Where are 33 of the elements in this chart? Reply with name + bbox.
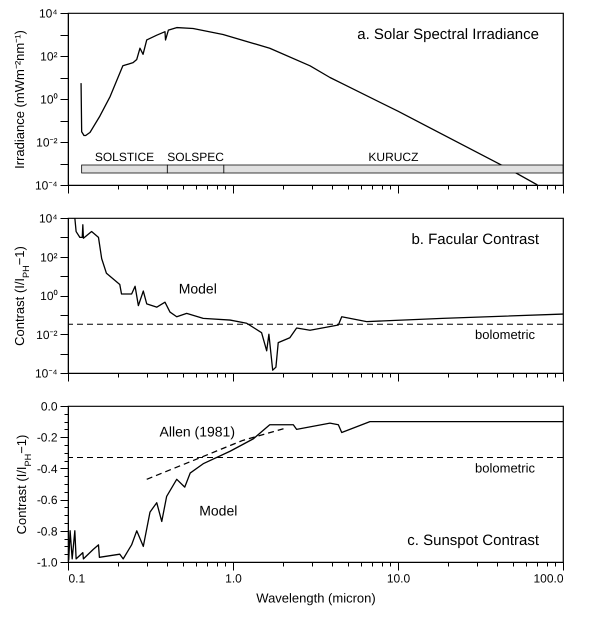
y-tick-label: 10⁻⁴	[34, 366, 58, 380]
x-tick-label: 100.0	[533, 572, 564, 586]
y-tick-label: 10⁴	[38, 6, 58, 20]
ref-line-label: bolometric	[475, 460, 536, 476]
series-label: Allen (1981)	[160, 423, 236, 440]
y-tick-label: -0.4	[36, 462, 58, 476]
y-tick-label: -0.2	[36, 430, 58, 445]
y-tick-label: 10⁰	[40, 289, 58, 303]
y-tick-label: -0.6	[36, 493, 58, 508]
y-tick-label: 10⁻²	[36, 136, 58, 150]
series-label: Model	[178, 280, 217, 296]
y-tick-label: 10⁰	[40, 92, 58, 106]
y-tick-label: 10²	[40, 250, 58, 264]
x-tick-label: 10.0	[386, 572, 410, 586]
y-tick-label: -1.0	[36, 556, 58, 570]
ref-line-label: bolometric	[475, 327, 536, 342]
band-label: KURUCZ	[368, 150, 418, 164]
y-tick-label: 10⁴	[38, 212, 58, 226]
text: a. Solar Spectral Irradiance	[357, 26, 539, 43]
y-tick-label: 10⁻²	[36, 328, 58, 342]
x-tick-label: 1.0	[225, 572, 242, 586]
series-label: Model	[199, 502, 238, 519]
text: b. Facular Contrast	[411, 231, 540, 248]
text: c. Sunspot Contrast	[407, 532, 540, 549]
y-tick-label: -0.8	[36, 524, 58, 538]
x-tick-label: 0.1	[68, 572, 86, 586]
y-tick-label: 0.0	[40, 400, 58, 414]
y-tick-label: 10⁻⁴	[34, 178, 58, 192]
x-axis-title: Wavelength (micron)	[256, 590, 376, 606]
y-tick-label: 10²	[40, 50, 58, 64]
band-label: SOLSPEC	[167, 150, 224, 164]
y-axis-title: Irradiance (mWm⁻²nm⁻¹)	[12, 30, 27, 169]
band-label: SOLSTICE	[94, 150, 154, 164]
